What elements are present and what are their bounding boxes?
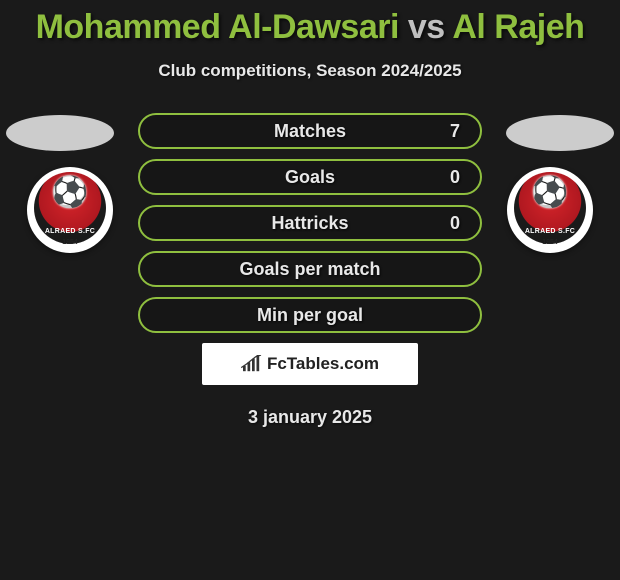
- stat-right-value: 0: [430, 213, 480, 234]
- club-name-right: ALRAED S.FC: [507, 228, 593, 235]
- page-title: Mohammed Al-Dawsari vs Al Rajeh: [0, 0, 620, 47]
- stat-right-value: 0: [430, 167, 480, 188]
- stat-row: Hattricks0: [138, 205, 482, 241]
- club-year-right: 1954: [507, 239, 593, 246]
- bar-chart-icon: [241, 355, 263, 373]
- stat-label: Hattricks: [190, 213, 430, 234]
- stat-row: Goals per match: [138, 251, 482, 287]
- stat-label: Goals per match: [190, 259, 430, 280]
- soccer-ball-icon: ⚽: [531, 178, 568, 208]
- club-badge-left: ⚽ ALRAED S.FC 1954: [20, 167, 120, 253]
- watermark: FcTables.com: [202, 343, 418, 385]
- stat-label: Goals: [190, 167, 430, 188]
- subtitle: Club competitions, Season 2024/2025: [0, 61, 620, 81]
- comparison-panel: ⚽ ALRAED S.FC 1954 ⚽ ALRAED S.FC 1954 Ma…: [0, 113, 620, 428]
- stat-label: Min per goal: [190, 305, 430, 326]
- stat-row: Matches7: [138, 113, 482, 149]
- stats-rows: Matches7Goals0Hattricks0Goals per matchM…: [138, 113, 482, 333]
- player-right-placeholder: [506, 115, 614, 151]
- club-name-left: ALRAED S.FC: [27, 228, 113, 235]
- soccer-ball-icon: ⚽: [51, 178, 88, 208]
- stat-right-value: 7: [430, 121, 480, 142]
- stat-row: Goals0: [138, 159, 482, 195]
- stat-label: Matches: [190, 121, 430, 142]
- watermark-text: FcTables.com: [267, 354, 379, 374]
- club-badge-right: ⚽ ALRAED S.FC 1954: [500, 167, 600, 253]
- player-left-placeholder: [6, 115, 114, 151]
- snapshot-date: 3 january 2025: [0, 407, 620, 428]
- stat-row: Min per goal: [138, 297, 482, 333]
- club-year-left: 1954: [27, 239, 113, 246]
